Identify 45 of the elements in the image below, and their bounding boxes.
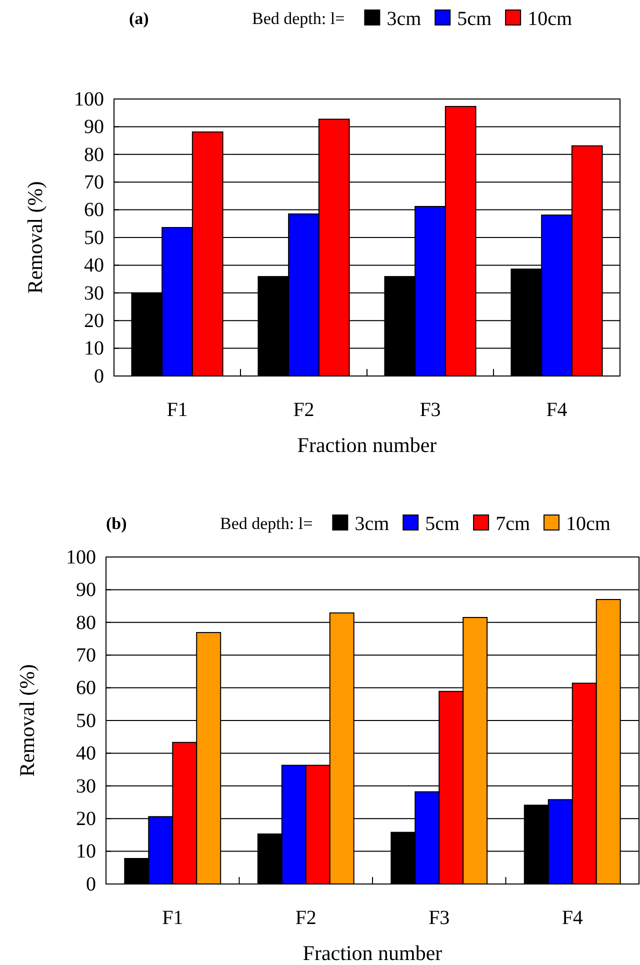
y-tick-label: 50 (76, 710, 96, 732)
y-tick-label: 60 (76, 677, 96, 700)
x-tick-label: F2 (295, 907, 316, 930)
x-axis-title: Fraction number (297, 433, 437, 457)
y-tick-label: 30 (76, 775, 96, 798)
x-tick-label: F3 (420, 399, 441, 422)
y-axis-title: Removal (%) (15, 664, 39, 777)
legend-label: 3cm (386, 8, 422, 30)
y-tick-label: 50 (84, 226, 104, 249)
x-axis-title: Fraction number (302, 941, 442, 965)
y-axis-title: Removal (%) (23, 181, 47, 294)
x-tick-label: F1 (162, 907, 184, 930)
legend-label: 5cm (457, 8, 492, 30)
legend-label: 5cm (425, 513, 460, 535)
legend-label: 10cm (566, 513, 611, 535)
legend-title: Bed depth: l= (252, 9, 345, 28)
legend-label: 7cm (496, 513, 530, 535)
y-tick-label: 10 (84, 338, 104, 360)
y-tick-label: 90 (84, 116, 104, 138)
y-tick-label: 100 (74, 88, 104, 110)
x-tick-label: F1 (166, 399, 188, 422)
y-tick-label: 30 (84, 282, 104, 304)
y-tick-label: 40 (76, 742, 96, 765)
x-tick-label: F4 (562, 907, 583, 930)
y-tick-label: 70 (84, 172, 104, 194)
y-tick-label: 10 (76, 840, 96, 863)
legend-label: 10cm (528, 8, 572, 30)
y-tick-label: 20 (84, 310, 104, 332)
x-tick-label: F2 (293, 399, 314, 422)
y-tick-label: 40 (84, 254, 104, 277)
y-tick-label: 60 (84, 199, 104, 222)
y-tick-label: 80 (84, 144, 104, 166)
y-tick-label: 90 (76, 579, 96, 602)
y-tick-label: 0 (86, 873, 96, 896)
y-tick-label: 20 (76, 808, 96, 830)
x-tick-label: F4 (546, 399, 568, 422)
chart-title: (b) (106, 514, 127, 533)
y-tick-label: 0 (94, 365, 104, 388)
y-tick-label: 70 (76, 644, 96, 666)
chart-title: (a) (129, 9, 149, 28)
y-tick-label: 100 (66, 546, 96, 568)
x-tick-label: F3 (428, 907, 450, 930)
y-tick-label: 80 (76, 612, 96, 634)
legend-label: 3cm (354, 513, 390, 535)
legend-title: Bed depth: l= (220, 514, 313, 533)
